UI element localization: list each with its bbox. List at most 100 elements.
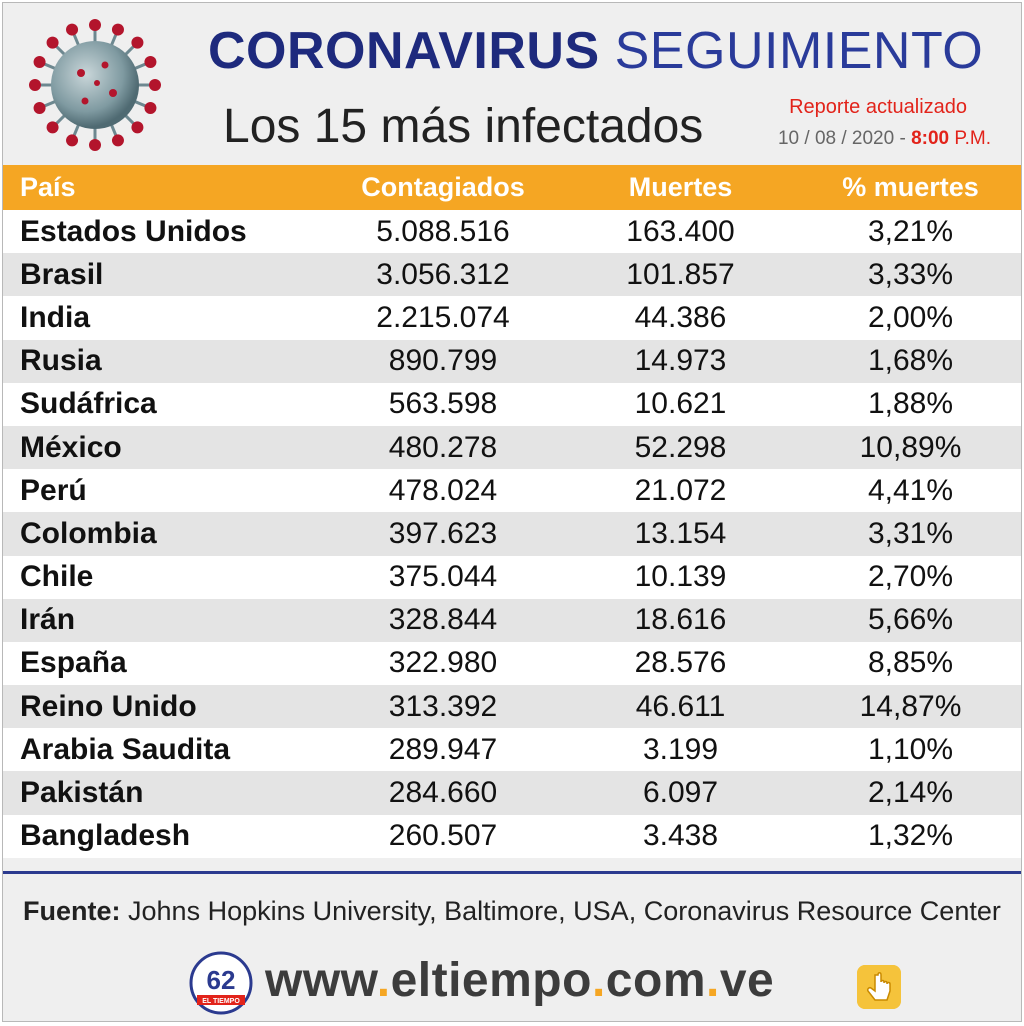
cell-pct-muertes: 2,70%: [867, 560, 954, 594]
virus-spike-tip: [131, 121, 144, 134]
cell-pct-muertes: 1,88%: [867, 387, 954, 421]
virus-spike-tip: [144, 101, 157, 114]
cell-muertes: 101.857: [626, 257, 735, 291]
table-row: Colombia 397.623 13.154 3,31%: [3, 512, 1021, 556]
cell-pais: Estados Unidos: [20, 214, 247, 248]
cell-muertes: 3.199: [642, 732, 719, 766]
table-row: Perú 478.024 21.072 4,41%: [3, 469, 1021, 513]
title-secondary: SEGUIMIENTO: [614, 22, 984, 80]
cell-pais: India: [20, 300, 91, 334]
cell-muertes: 13.154: [634, 516, 727, 550]
table-row: Estados Unidos 5.088.516 163.400 3,21%: [3, 210, 1021, 254]
source-text: Johns Hopkins University, Baltimore, USA…: [128, 896, 1001, 926]
virus-spike-tip: [111, 23, 124, 36]
source-label: Fuente:: [23, 896, 121, 926]
table-row: Chile 375.044 10.139 2,70%: [3, 555, 1021, 599]
cell-contagiados: 3.056.312: [376, 257, 510, 291]
cell-pct-muertes: 1,10%: [867, 732, 954, 766]
website-url[interactable]: www.eltiempo.com.ve: [265, 953, 774, 1008]
cell-pct-muertes: 3,33%: [867, 257, 954, 291]
logo-text: EL TIEMPO: [202, 998, 240, 1005]
cell-contagiados: 284.660: [388, 776, 498, 810]
site-dot: .: [591, 954, 606, 1007]
cell-pais: Pakistán: [20, 776, 144, 810]
cell-pct-muertes: 10,89%: [859, 430, 962, 464]
cell-contagiados: 260.507: [388, 819, 498, 853]
table-row: Arabia Saudita 289.947 3.199 1,10%: [3, 728, 1021, 772]
virus-spike-tip: [33, 56, 46, 69]
cell-pais: Sudáfrica: [20, 387, 157, 421]
cell-pais: Rusia: [20, 344, 102, 378]
table-row: México 480.278 52.298 10,89%: [3, 425, 1021, 470]
report-date: 10 / 08 / 2020 - 8:00 P.M.: [778, 128, 991, 150]
virus-spike-tip: [89, 139, 101, 151]
cell-pais: Chile: [20, 560, 94, 594]
cell-pais: Perú: [20, 473, 87, 507]
cell-muertes: 6.097: [642, 776, 719, 810]
virus-spike-tip: [66, 134, 79, 147]
virus-spike-tip: [89, 19, 101, 31]
cell-pais: México: [20, 430, 122, 464]
cell-pais: Brasil: [20, 257, 104, 291]
site-dot: .: [376, 954, 391, 1007]
cell-pais: Colombia: [20, 516, 157, 550]
cell-contagiados: 328.844: [388, 603, 498, 637]
table-row: Irán 328.844 18.616 5,66%: [3, 598, 1021, 642]
virus-spike-tip: [131, 36, 144, 49]
cell-pais: Bangladesh: [20, 819, 191, 853]
virus-spike-tip: [29, 79, 41, 91]
virus-spike-tip: [111, 134, 124, 147]
site-com: com: [605, 954, 706, 1007]
report-ampm: P.M.: [954, 128, 991, 149]
cell-pais: Arabia Saudita: [20, 732, 231, 766]
cell-contagiados: 2.215.074: [376, 300, 510, 334]
table-row: España 322.980 28.576 8,85%: [3, 641, 1021, 686]
virus-spike-tip: [66, 23, 79, 36]
table-body: Estados Unidos 5.088.516 163.400 3,21% Brasi…: [3, 210, 1021, 858]
cell-contagiados: 375.044: [388, 560, 498, 594]
cell-contagiados: 890.799: [388, 344, 498, 378]
column-header-pais: País: [20, 172, 76, 202]
table-row: Pakistán 284.660 6.097 2,14%: [3, 771, 1021, 815]
page-title: CORONAVIRUS SEGUIMIENTO: [208, 21, 983, 81]
cell-contagiados: 480.278: [388, 430, 498, 464]
cell-contagiados: 289.947: [388, 732, 498, 766]
table-row: Reino Unido 313.392 46.611 14,87%: [3, 685, 1021, 729]
cell-pais: Reino Unido: [20, 689, 197, 723]
cell-muertes: 46.611: [635, 689, 726, 723]
report-label: Reporte actualizado: [789, 96, 967, 118]
cell-muertes: 52.298: [634, 430, 727, 464]
data-table: País Contagiados Muertes % muertes Estad…: [3, 165, 1021, 858]
divider: [3, 871, 1021, 874]
virus-icon: [29, 19, 161, 151]
table-row: Rusia 890.799 14.973 1,68%: [3, 339, 1021, 383]
report-time: 8:00: [911, 128, 950, 149]
site-www: www: [265, 954, 377, 1007]
column-header-contagiados: Contagiados: [361, 172, 525, 202]
source-note: Fuente: Johns Hopkins University, Baltim…: [23, 896, 1001, 927]
virus-spike-tip: [144, 56, 157, 69]
table-row: Sudáfrica 563.598 10.621 1,88%: [3, 382, 1021, 426]
cell-pct-muertes: 1,32%: [867, 819, 954, 853]
cell-pct-muertes: 3,21%: [867, 214, 954, 248]
cell-pct-muertes: 8,85%: [867, 646, 954, 680]
cell-contagiados: 313.392: [388, 689, 498, 723]
virus-spike-tip: [46, 121, 59, 134]
cell-pct-muertes: 1,68%: [867, 344, 954, 378]
cell-muertes: 14.973: [634, 344, 727, 378]
cell-pct-muertes: 14,87%: [859, 689, 962, 723]
cell-muertes: 28.576: [634, 646, 727, 680]
click-hand-icon: [857, 965, 901, 1009]
cell-pct-muertes: 2,14%: [867, 776, 954, 810]
cell-contagiados: 563.598: [388, 387, 498, 421]
logo-number: 62: [207, 965, 236, 995]
cell-contagiados: 5.088.516: [376, 214, 510, 248]
column-header-muertes: Muertes: [628, 172, 733, 202]
site-name: eltiempo: [390, 954, 592, 1007]
cell-muertes: 163.400: [626, 214, 735, 248]
cell-muertes: 10.139: [634, 560, 727, 594]
cell-muertes: 3.438: [642, 819, 719, 853]
cell-contagiados: 322.980: [388, 646, 498, 680]
report-date-text: 10 / 08 / 2020 -: [777, 128, 906, 149]
